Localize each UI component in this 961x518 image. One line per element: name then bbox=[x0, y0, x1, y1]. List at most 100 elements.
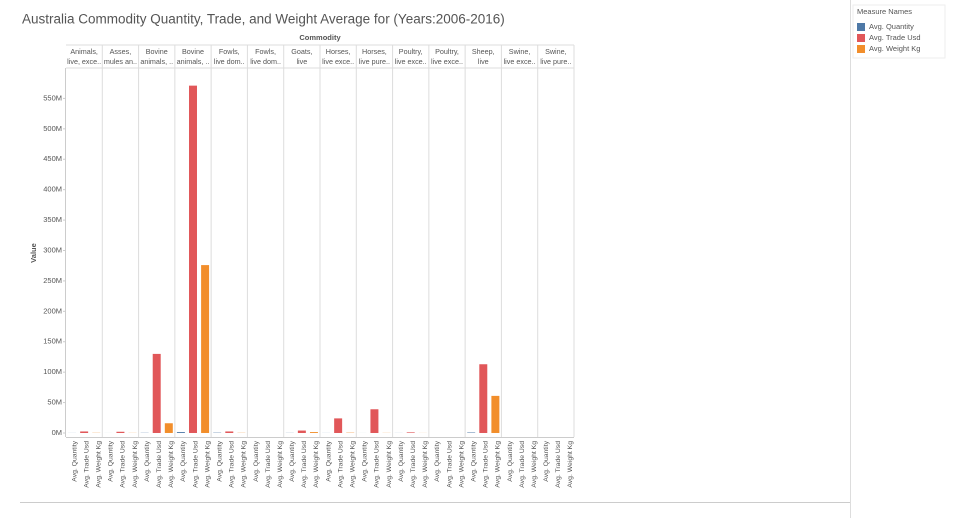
x-tick-label: Avg. Weight Kg bbox=[204, 441, 211, 488]
x-tick-label: Avg. Quantity bbox=[434, 440, 441, 481]
bar bbox=[406, 432, 415, 433]
column-header-label: live dom.. bbox=[250, 57, 281, 66]
column-header-label: animals, .. bbox=[140, 57, 173, 66]
x-tick-label: Avg. Weight Kg bbox=[313, 441, 320, 488]
column-header-label: Poultry, bbox=[435, 47, 459, 56]
x-tick-label: Avg. Quantity bbox=[289, 440, 296, 481]
y-tick-label: 450M bbox=[43, 154, 62, 163]
column-header-label: Bovine bbox=[146, 47, 168, 56]
column-header-label: Goats, bbox=[291, 47, 312, 56]
x-tick-label: Avg. Weight Kg bbox=[132, 441, 139, 488]
column-header-label: live pure.. bbox=[359, 57, 390, 66]
bar bbox=[164, 423, 173, 433]
x-tick-label: Avg. Quantity bbox=[507, 440, 514, 481]
legend-swatch bbox=[857, 23, 865, 31]
x-tick-label: Avg. Weight Kg bbox=[168, 441, 175, 488]
x-tick-label: Avg. Quantity bbox=[253, 440, 260, 481]
chart-title: Australia Commodity Quantity, Trade, and… bbox=[22, 12, 505, 27]
y-tick-label: 200M bbox=[43, 306, 62, 315]
y-tick-label: 150M bbox=[43, 337, 62, 346]
y-tick-label: 0M bbox=[52, 428, 62, 437]
x-tick-label: Avg. Quantity bbox=[144, 440, 151, 481]
column-header-label: live bbox=[478, 57, 489, 66]
column-header-label: Asses, bbox=[110, 47, 132, 56]
bar bbox=[116, 431, 125, 433]
x-tick-label: Avg. Trade Usd bbox=[120, 441, 127, 488]
column-header-label: Bovine bbox=[182, 47, 204, 56]
column-header-label: live exce.. bbox=[504, 57, 536, 66]
x-tick-label: Avg. Trade Usd bbox=[555, 441, 562, 488]
legend-label: Avg. Weight Kg bbox=[869, 44, 920, 53]
x-tick-label: Avg. Quantity bbox=[108, 440, 115, 481]
column-header-label: live exce.. bbox=[431, 57, 463, 66]
y-tick-label: 500M bbox=[43, 124, 62, 133]
x-tick-label: Avg. Quantity bbox=[71, 440, 78, 481]
legend-swatch bbox=[857, 45, 865, 53]
column-header-label: Poultry, bbox=[399, 47, 423, 56]
column-header-label: live bbox=[296, 57, 307, 66]
column-header-label: mules an.. bbox=[104, 57, 137, 66]
bar bbox=[225, 431, 234, 433]
x-tick-label: Avg. Quantity bbox=[543, 440, 550, 481]
bar bbox=[189, 85, 197, 433]
x-tick-label: Avg. Trade Usd bbox=[337, 441, 344, 488]
column-header-label: Fowls, bbox=[219, 47, 240, 56]
x-tick-label: Avg. Quantity bbox=[325, 440, 332, 481]
x-tick-label: Avg. Weight Kg bbox=[386, 441, 393, 488]
x-tick-label: Avg. Trade Usd bbox=[519, 441, 526, 488]
x-tick-label: Avg. Trade Usd bbox=[192, 441, 199, 488]
x-tick-label: Avg. Weight Kg bbox=[241, 441, 248, 488]
x-tick-label: Avg. Trade Usd bbox=[446, 441, 453, 488]
legend bbox=[852, 4, 946, 59]
legend-label: Avg. Quantity bbox=[869, 22, 914, 31]
y-tick-label: 100M bbox=[43, 367, 62, 376]
column-header-label: Swine, bbox=[509, 47, 531, 56]
y-tick-label: 400M bbox=[43, 185, 62, 194]
x-tick-label: Avg. Weight Kg bbox=[277, 441, 284, 488]
column-header-label: animals, .. bbox=[177, 57, 210, 66]
x-tick-label: Avg. Quantity bbox=[470, 440, 477, 481]
y-tick-label: 350M bbox=[43, 215, 62, 224]
x-tick-label: Avg. Trade Usd bbox=[374, 441, 381, 488]
x-tick-label: Avg. Trade Usd bbox=[156, 441, 163, 488]
x-tick-label: Avg. Weight Kg bbox=[96, 441, 103, 488]
column-header-label: Animals, bbox=[70, 47, 98, 56]
column-header-label: Fowls, bbox=[255, 47, 276, 56]
column-header-label: Swine, bbox=[545, 47, 567, 56]
column-header-label: live pure.. bbox=[540, 57, 571, 66]
bar bbox=[152, 353, 161, 433]
x-tick-label: Avg. Weight Kg bbox=[350, 441, 357, 488]
legend-swatch bbox=[857, 34, 865, 42]
x-tick-label: Avg. Quantity bbox=[398, 440, 405, 481]
bar bbox=[297, 430, 306, 433]
x-tick-label: Avg. Trade Usd bbox=[410, 441, 417, 488]
legend-label: Avg. Trade Usd bbox=[869, 33, 921, 42]
x-tick-label: Avg. Quantity bbox=[180, 440, 187, 481]
bar bbox=[80, 431, 89, 433]
x-tick-label: Avg. Weight Kg bbox=[422, 441, 429, 488]
y-tick-label: 300M bbox=[43, 245, 62, 254]
y-tick-label: 250M bbox=[43, 276, 62, 285]
column-header-label: live, exce.. bbox=[67, 57, 101, 66]
x-tick-label: Avg. Weight Kg bbox=[567, 441, 574, 488]
column-header-label: live dom.. bbox=[214, 57, 245, 66]
column-header-label: Horses, bbox=[362, 47, 387, 56]
bar bbox=[201, 265, 210, 433]
x-tick-label: Avg. Trade Usd bbox=[301, 441, 308, 488]
bar bbox=[370, 409, 379, 433]
column-header: Commodity bbox=[299, 33, 341, 42]
bar bbox=[176, 432, 185, 433]
bar bbox=[309, 432, 318, 433]
x-tick-label: Avg. Weight Kg bbox=[531, 441, 538, 488]
column-header-label: Sheep, bbox=[472, 47, 495, 56]
column-header-label: live exce.. bbox=[322, 57, 354, 66]
x-tick-label: Avg. Trade Usd bbox=[83, 441, 90, 488]
y-tick-label: 550M bbox=[43, 93, 62, 102]
bar bbox=[334, 418, 343, 433]
bar bbox=[491, 395, 500, 433]
column-header-label: Horses, bbox=[326, 47, 351, 56]
x-tick-label: Avg. Quantity bbox=[216, 440, 223, 481]
y-axis-label: Value bbox=[29, 243, 38, 263]
x-tick-label: Avg. Weight Kg bbox=[458, 441, 465, 488]
